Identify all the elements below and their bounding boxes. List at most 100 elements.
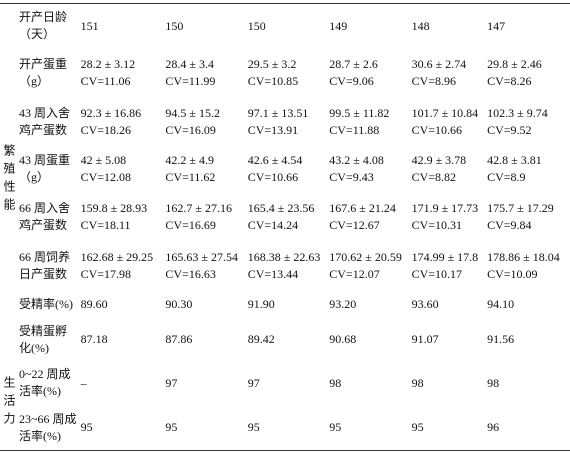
group-label: 生活力 [2, 375, 16, 430]
row-label-line: 鸡产蛋数 [19, 122, 68, 137]
data-cell: 175.7 ± 17.29 CV=9.84 [485, 193, 570, 241]
cell-text: 175.7 ± 17.29 [487, 200, 554, 215]
cell-text: 43.2 ± 4.08 [329, 153, 384, 167]
data-cell: 95 [410, 406, 486, 451]
data-cell: 92.3 ± 16.86 CV=18.26 [79, 98, 164, 146]
data-cell: 98 [410, 361, 486, 406]
cell-text: 102.3 ± 9.74 [487, 105, 548, 120]
cell-text: 101.7 ± 10.84 [411, 105, 479, 120]
cell-text: CV=8.26 [487, 74, 532, 88]
data-cell: 87.86 [163, 319, 245, 361]
row-label: 23~66 周成 活率(%) [17, 406, 79, 451]
table-row: 43 周入舍 鸡产蛋数 92.3 ± 16.86 CV=18.26 94.5 ± 15.… [0, 98, 570, 146]
row-label-line: 日产蛋数 [19, 266, 68, 281]
row-label-line: 开产蛋重 [19, 57, 68, 71]
cell-text: 42.8 ± 3.81 [487, 153, 542, 167]
cell-text: 98 [329, 375, 342, 390]
cell-text: CV=13.91 [247, 122, 299, 137]
cell-text: CV=17.98 [80, 266, 131, 281]
data-cell: 28.2 ± 3.12 CV=11.06 [79, 49, 164, 98]
data-cell: 42.2 ± 4.9 CV=11.62 [163, 146, 245, 193]
cell-text: CV=8.9 [487, 170, 526, 184]
cell-text: CV=14.24 [247, 217, 299, 232]
row-label: 66 周入舍 鸡产蛋数 [17, 193, 79, 241]
data-cell: 171.9 ± 17.73 CV=10.31 [410, 193, 486, 241]
cell-text: 93.60 [411, 297, 439, 311]
cell-text: 29.8 ± 2.46 [487, 57, 542, 71]
data-cell: 148 [410, 4, 486, 49]
data-cell: 42.8 ± 3.81 CV=8.9 [485, 146, 570, 193]
data-cell: 43.2 ± 4.08 CV=9.43 [327, 146, 409, 193]
row-label-line: 43 周蛋重 [19, 153, 71, 167]
data-cell: 150 [246, 4, 328, 49]
table-row: 23~66 周成 活率(%) 95 95 95 95 95 96 [0, 406, 570, 451]
cell-text: CV=11.62 [165, 170, 216, 184]
data-cell: 165.4 ± 23.56 CV=14.24 [246, 193, 328, 241]
table-row: 受精蛋孵 化(%) 87.18 87.86 89.42 90.68 91.07 91.56 [0, 319, 570, 361]
table-row: 66 周饲养 日产蛋数 162.68 ± 29.25 CV=17.98 165.63 ±… [0, 241, 570, 291]
cell-text: 95 [329, 420, 342, 435]
row-label-line: （g） [19, 170, 50, 184]
data-cell: 87.18 [79, 319, 164, 361]
data-cell: 150 [163, 4, 245, 49]
cell-text: 42 ± 5.08 [80, 153, 127, 167]
cell-text: CV=9.52 [487, 122, 532, 137]
cell-text: CV=12.08 [80, 170, 131, 184]
cell-text: CV=13.44 [247, 266, 299, 281]
data-cell: 94.5 ± 15.2 CV=16.09 [163, 98, 245, 146]
row-label-line: 开产日龄 [19, 10, 68, 25]
cell-text: CV=10.66 [411, 122, 463, 137]
row-label: 66 周饲养 日产蛋数 [17, 241, 79, 291]
cell-text: CV=11.99 [165, 74, 216, 88]
data-cell: 95 [246, 406, 328, 451]
row-label: 43 周入舍 鸡产蛋数 [17, 98, 79, 146]
row-label: 受精率(%) [17, 291, 79, 319]
cell-text: 42.6 ± 4.54 [247, 153, 303, 167]
cell-text: – [80, 375, 87, 390]
cell-text: 95 [165, 420, 178, 435]
row-label-line: （天） [19, 27, 56, 42]
cell-text: CV=9.06 [329, 74, 374, 88]
table-row: 开产蛋重 （g） 28.2 ± 3.12 CV=11.06 28.4 ± 3.4 CV=1… [0, 49, 570, 98]
cell-text: CV=9.43 [329, 170, 374, 184]
data-cell: 102.3 ± 9.74 CV=9.52 [485, 98, 570, 146]
cell-text: CV=12.67 [329, 217, 380, 232]
cell-text: 97 [165, 375, 178, 390]
row-label-line: 活率(%) [19, 428, 61, 443]
data-cell: 147 [485, 4, 570, 49]
group-cell: 繁殖性能 [0, 4, 17, 361]
data-cell: 93.20 [327, 291, 409, 319]
data-cell: 95 [327, 406, 409, 451]
data-cell: 98 [485, 361, 570, 406]
cell-text: 93.20 [329, 297, 357, 311]
data-cell: 96 [485, 406, 570, 451]
cell-text: 150 [247, 18, 266, 33]
row-label-line: 66 周入舍 [19, 200, 71, 215]
cell-text: 30.6 ± 2.74 [411, 57, 467, 71]
cell-text: 159.8 ± 28.93 [80, 200, 148, 215]
cell-text: 149 [329, 18, 348, 33]
cell-text: 94.10 [487, 297, 515, 311]
cell-text: 90.68 [329, 332, 357, 346]
data-cell: 95 [163, 406, 245, 451]
cell-text: 95 [247, 420, 260, 435]
cell-text: 89.60 [80, 297, 108, 311]
cell-text: CV=10.85 [247, 74, 299, 88]
cell-text: 28.2 ± 3.12 [80, 57, 136, 71]
data-cell: 28.7 ± 2.6 CV=9.06 [327, 49, 409, 98]
data-cell: 91.07 [410, 319, 486, 361]
row-label: 受精蛋孵 化(%) [17, 319, 79, 361]
data-cell: 170.62 ± 20.59 CV=12.07 [327, 241, 409, 291]
cell-text: 98 [487, 375, 500, 390]
cell-text: 91.56 [487, 332, 515, 346]
cell-text: CV=10.09 [487, 266, 538, 281]
row-label-line: 23~66 周成 [19, 411, 77, 426]
data-cell: 42.9 ± 3.78 CV=8.82 [410, 146, 486, 193]
row-label: 开产蛋重 （g） [17, 49, 79, 98]
cell-text: 28.4 ± 3.4 [165, 57, 214, 71]
data-cell: 97 [163, 361, 245, 406]
data-cell: 167.6 ± 21.24 CV=12.67 [327, 193, 409, 241]
data-cell: 29.5 ± 3.2 CV=10.85 [246, 49, 328, 98]
data-cell: 42 ± 5.08 CV=12.08 [79, 146, 164, 193]
cell-text: 171.9 ± 17.73 [411, 200, 479, 215]
